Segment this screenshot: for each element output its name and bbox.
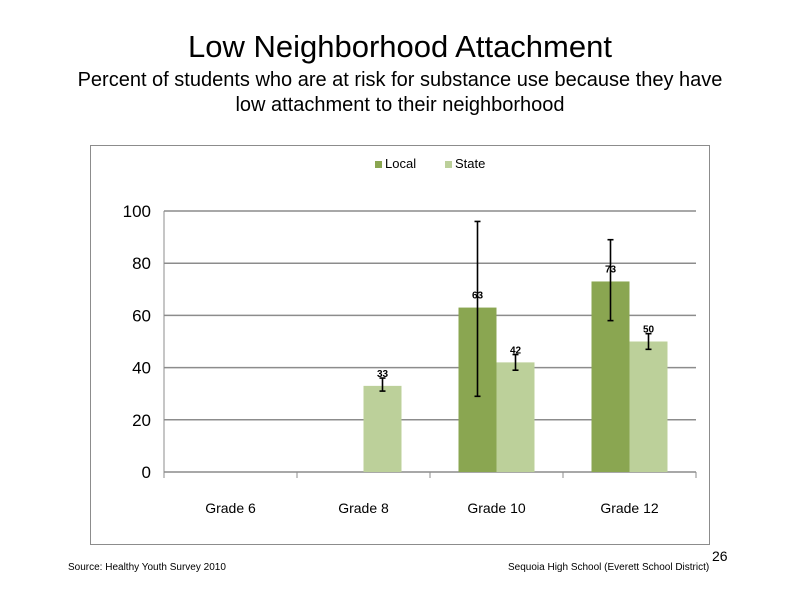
bar-chart: 0 20 40 60 80 100 Grade 6 Grade 8 Grade 10 Grade …	[123, 156, 697, 516]
y-tick-label: 0	[142, 463, 151, 482]
x-tick-label: Grade 10	[467, 500, 526, 516]
school-note: Sequoia High School (Everett School Dist…	[508, 562, 710, 573]
x-tick-label: Grade 12	[600, 500, 659, 516]
y-tick-label: 60	[132, 306, 151, 325]
legend-swatch-state	[445, 161, 452, 168]
bar-state	[629, 341, 668, 472]
page-title: Low Neighborhood Attachment	[188, 29, 612, 64]
y-tick-label: 40	[132, 359, 151, 378]
page-subtitle: Percent of students who are at risk for …	[77, 69, 723, 116]
y-tick-label: 80	[132, 254, 151, 273]
legend-label-state: State	[455, 156, 485, 171]
data-label: 63	[472, 291, 484, 302]
data-label: 50	[643, 325, 655, 336]
x-tick-label: Grade 8	[338, 500, 389, 516]
legend-label-local: Local	[385, 156, 416, 171]
data-label: 42	[510, 345, 522, 356]
data-label: 73	[605, 264, 617, 275]
bar-state	[496, 362, 535, 472]
source-note: Source: Healthy Youth Survey 2010	[68, 562, 226, 573]
x-tick-label: Grade 6	[205, 500, 256, 516]
y-tick-label: 20	[132, 411, 151, 430]
page-number: 26	[712, 548, 728, 564]
legend-swatch-local	[375, 161, 382, 168]
chart-frame: 0 20 40 60 80 100 Grade 6 Grade 8 Grade 10 Grade …	[90, 145, 710, 545]
bar-state	[363, 385, 402, 472]
data-label: 33	[377, 369, 389, 380]
y-tick-label: 100	[123, 202, 151, 221]
